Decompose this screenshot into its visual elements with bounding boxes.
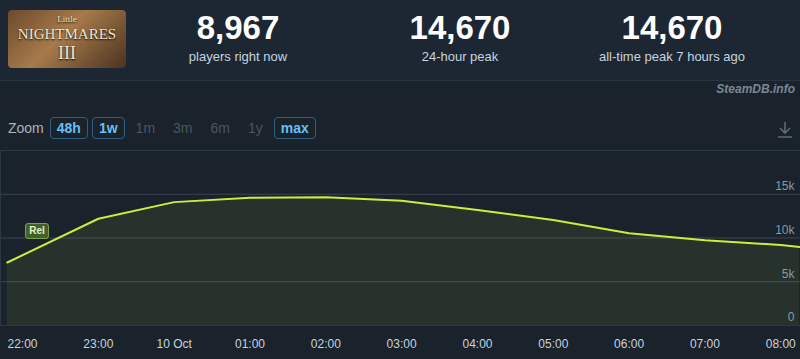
svg-text:15k: 15k bbox=[775, 179, 795, 193]
html-text:max: max bbox=[280, 120, 309, 136]
html-text:NIGHTMARES: NIGHTMARES bbox=[17, 26, 117, 42]
svg-text:05:00: 05:00 bbox=[538, 337, 568, 351]
svg-text:10 Oct: 10 Oct bbox=[156, 337, 192, 351]
svg-text:23:00: 23:00 bbox=[83, 337, 113, 351]
html-text:Zoom: Zoom bbox=[8, 120, 44, 136]
html-text:Rel: Rel bbox=[29, 225, 45, 236]
svg-text:07:00: 07:00 bbox=[690, 337, 720, 351]
svg-text:04:00: 04:00 bbox=[462, 337, 492, 351]
html-text:14,670: 14,670 bbox=[409, 9, 511, 46]
svg-text:5k: 5k bbox=[782, 267, 796, 281]
html-text:SteamDB.info: SteamDB.info bbox=[716, 82, 795, 96]
svg-text:06:00: 06:00 bbox=[614, 337, 644, 351]
html-text:48h: 48h bbox=[56, 120, 81, 136]
html-text:1w: 1w bbox=[98, 120, 118, 136]
html-text:3m: 3m bbox=[173, 120, 193, 136]
html-text:8,967: 8,967 bbox=[196, 9, 280, 46]
html-text:24-hour peak: 24-hour peak bbox=[421, 49, 499, 64]
html-text:1y: 1y bbox=[248, 120, 263, 136]
svg-text:03:00: 03:00 bbox=[387, 337, 417, 351]
svg-text:22:00: 22:00 bbox=[7, 337, 37, 351]
svg-text:02:00: 02:00 bbox=[311, 337, 341, 351]
html-text:6m: 6m bbox=[210, 120, 230, 136]
svg-text:10k: 10k bbox=[775, 223, 795, 237]
html-text:III: III bbox=[58, 43, 76, 63]
html-text:all-time peak 7 hours ago: all-time peak 7 hours ago bbox=[599, 49, 745, 64]
html-text:Little: Little bbox=[57, 14, 77, 24]
html-text:players right now: players right now bbox=[188, 49, 288, 64]
svg-text:0: 0 bbox=[788, 310, 795, 324]
html-text:14,670: 14,670 bbox=[621, 9, 723, 46]
svg-text:01:00: 01:00 bbox=[235, 337, 265, 351]
svg-text:08:00: 08:00 bbox=[766, 337, 796, 351]
html-text:1m: 1m bbox=[135, 120, 156, 136]
